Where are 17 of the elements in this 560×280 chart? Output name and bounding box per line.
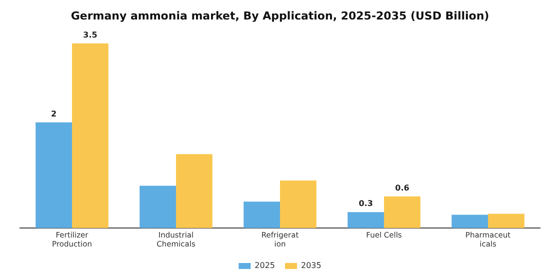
legend-label: 2035 [301,261,322,270]
bar [280,180,316,228]
bar [348,212,384,228]
chart-title: Germany ammonia market, By Application, 2025-2035 (USD Billion) [70,9,490,22]
bar [488,214,524,228]
bar [452,214,488,228]
bar [140,186,176,228]
bar [36,122,72,228]
bar [72,43,108,228]
data-label: 2 [51,109,57,118]
bar [244,202,280,228]
data-label: 3.5 [83,30,98,40]
data-label: 0.3 [358,199,373,208]
bar [176,154,212,228]
data-label: 0.6 [395,183,410,192]
legend-label: 2025 [254,261,275,270]
bar [384,196,420,228]
